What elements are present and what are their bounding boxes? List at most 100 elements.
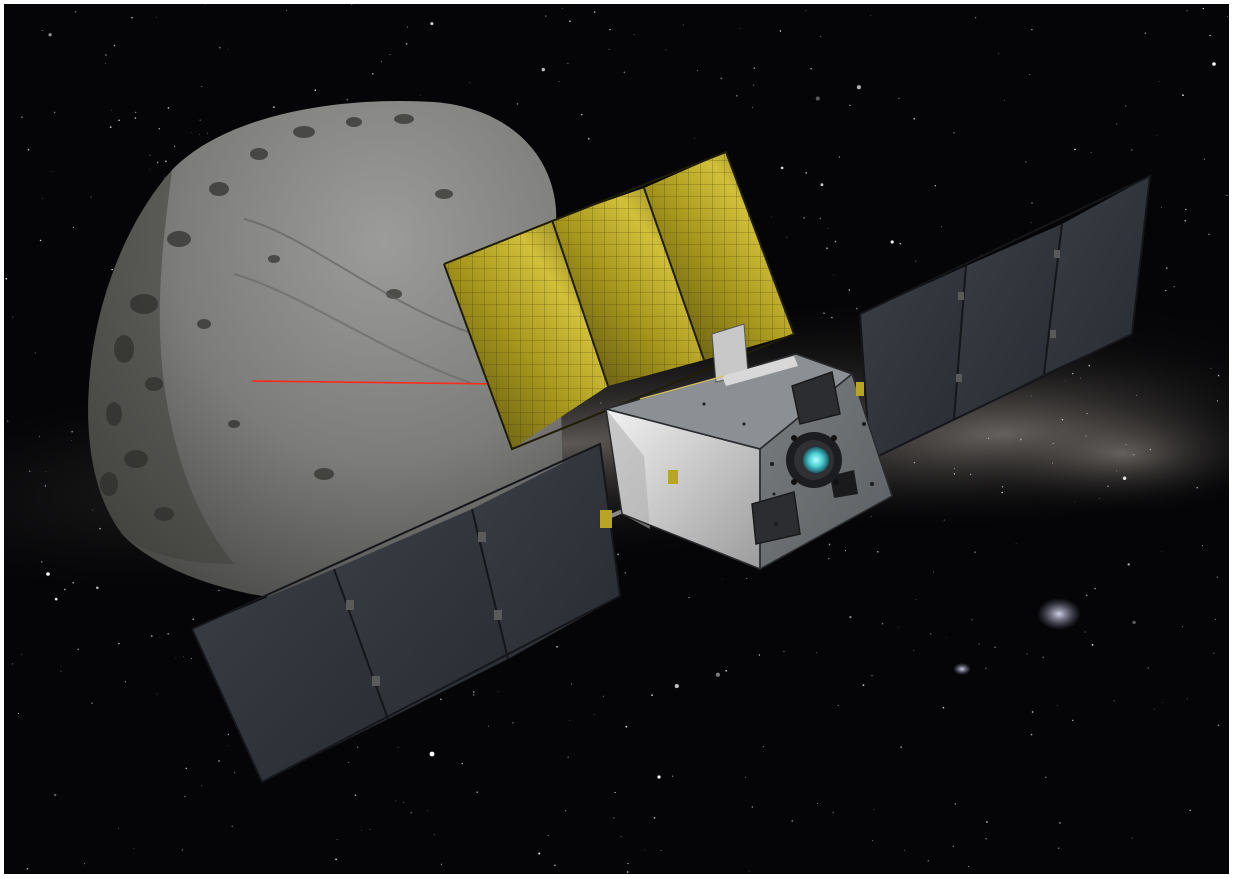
star — [118, 827, 119, 829]
star — [660, 850, 662, 851]
star — [1216, 400, 1219, 402]
star — [472, 693, 475, 696]
star — [419, 94, 421, 96]
star — [994, 646, 996, 649]
star — [174, 657, 176, 659]
star — [113, 44, 116, 47]
star — [953, 131, 955, 134]
star — [831, 316, 833, 319]
star — [848, 289, 851, 291]
space-scene — [4, 4, 1229, 874]
star — [1122, 476, 1127, 480]
star — [60, 670, 62, 672]
star — [849, 615, 852, 619]
star — [174, 145, 176, 147]
star — [54, 597, 58, 601]
star — [672, 775, 674, 777]
star — [1136, 394, 1138, 396]
star — [1042, 656, 1045, 659]
star — [167, 107, 170, 109]
star — [751, 806, 753, 808]
star — [1202, 545, 1204, 547]
star — [1186, 10, 1188, 12]
star — [1051, 462, 1053, 464]
star — [434, 834, 435, 835]
star — [182, 656, 184, 658]
star — [623, 71, 625, 73]
star — [626, 871, 629, 873]
star — [1107, 485, 1109, 487]
star — [823, 312, 825, 314]
star — [1161, 206, 1162, 208]
star — [51, 171, 53, 173]
star — [54, 793, 57, 797]
left-solar-array — [191, 442, 675, 784]
star — [826, 247, 828, 250]
star — [1061, 430, 1063, 432]
star — [837, 704, 839, 707]
star — [783, 650, 785, 653]
star — [953, 473, 956, 475]
star — [899, 243, 901, 245]
star — [1213, 652, 1215, 654]
star — [838, 156, 840, 158]
star — [1084, 631, 1086, 633]
star — [608, 48, 610, 50]
star — [1098, 498, 1100, 499]
star — [969, 473, 972, 476]
star — [1217, 374, 1220, 377]
star — [834, 240, 837, 243]
star — [871, 840, 873, 842]
star — [1086, 412, 1088, 415]
star — [95, 586, 99, 590]
star — [820, 36, 822, 38]
star — [286, 9, 287, 11]
star — [1085, 435, 1087, 437]
star — [1214, 618, 1216, 620]
star — [118, 119, 120, 122]
star — [1226, 194, 1228, 196]
star — [869, 15, 871, 17]
star — [1020, 438, 1022, 441]
star — [827, 228, 829, 230]
star — [688, 597, 690, 599]
right-solar-array — [859, 174, 1152, 462]
star — [558, 80, 560, 82]
star — [148, 168, 150, 170]
star — [986, 821, 988, 823]
star — [405, 43, 408, 45]
star — [815, 96, 820, 101]
star — [397, 746, 399, 748]
star — [380, 60, 383, 62]
star — [111, 109, 112, 111]
star — [752, 84, 755, 86]
star — [974, 551, 976, 554]
star — [156, 16, 157, 18]
star — [871, 674, 873, 677]
star — [1209, 34, 1211, 37]
star — [83, 863, 85, 865]
star — [1094, 587, 1096, 590]
star — [516, 103, 519, 105]
star — [1149, 448, 1152, 451]
star — [644, 849, 646, 851]
star — [1208, 233, 1210, 236]
star — [38, 435, 41, 438]
star — [739, 27, 741, 29]
star — [150, 635, 153, 637]
star — [41, 29, 43, 31]
star — [602, 695, 604, 697]
star — [1185, 208, 1187, 211]
star — [1015, 543, 1017, 545]
star — [934, 184, 937, 187]
star — [968, 865, 970, 867]
star — [34, 352, 36, 354]
star — [1189, 809, 1191, 812]
star — [941, 226, 943, 228]
star — [594, 713, 595, 715]
star — [1125, 105, 1127, 107]
star — [27, 148, 30, 151]
star — [1144, 32, 1147, 35]
star — [1030, 733, 1033, 736]
star — [844, 550, 846, 552]
